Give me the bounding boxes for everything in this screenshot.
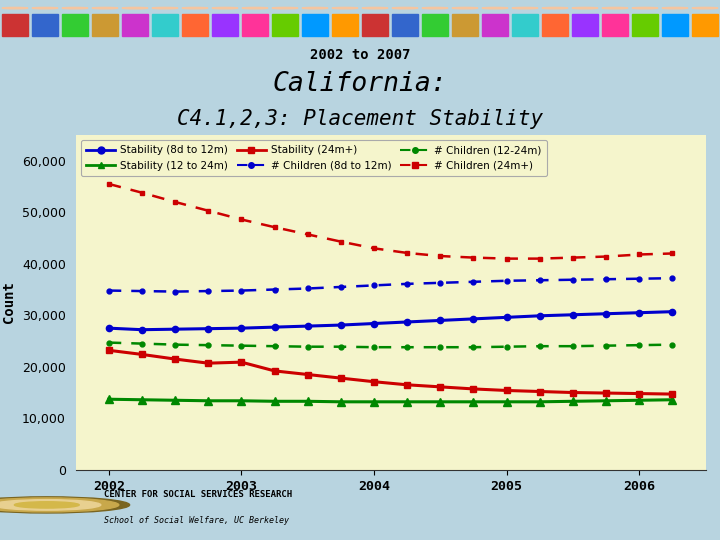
Circle shape	[0, 497, 130, 513]
Circle shape	[692, 8, 718, 9]
Text: CENTER FOR SOCIAL SERVICES RESEARCH: CENTER FOR SOCIAL SERVICES RESEARCH	[104, 490, 292, 499]
Circle shape	[152, 8, 178, 9]
Text: C4.1,2,3: Placement Stability: C4.1,2,3: Placement Stability	[177, 109, 543, 129]
Circle shape	[0, 500, 101, 510]
Bar	[422, 14, 448, 36]
Bar	[662, 14, 688, 36]
Bar	[152, 14, 178, 36]
Circle shape	[14, 502, 79, 508]
Bar	[212, 14, 238, 36]
Text: 2002 to 2007: 2002 to 2007	[310, 48, 410, 62]
Bar	[452, 14, 478, 36]
Circle shape	[662, 8, 688, 9]
Circle shape	[302, 8, 328, 9]
Circle shape	[602, 8, 628, 9]
Bar	[242, 14, 268, 36]
Bar	[362, 14, 388, 36]
Circle shape	[572, 8, 598, 9]
Bar	[482, 14, 508, 36]
Bar	[92, 14, 118, 36]
Bar	[392, 14, 418, 36]
Circle shape	[452, 8, 478, 9]
Legend: Stability (8d to 12m), Stability (12 to 24m), Stability (24m+), # Children (8d t: Stability (8d to 12m), Stability (12 to …	[81, 140, 547, 176]
Bar	[512, 14, 538, 36]
Bar	[542, 14, 568, 36]
Circle shape	[2, 8, 28, 9]
Bar	[272, 14, 298, 36]
Circle shape	[332, 8, 358, 9]
Circle shape	[482, 8, 508, 9]
Bar	[632, 14, 658, 36]
Circle shape	[32, 8, 58, 9]
Text: California:: California:	[273, 71, 447, 97]
Bar	[332, 14, 358, 36]
Circle shape	[542, 8, 568, 9]
Circle shape	[0, 498, 119, 512]
Bar	[692, 14, 718, 36]
Circle shape	[212, 8, 238, 9]
Circle shape	[242, 8, 268, 9]
Text: School of Social Welfare, UC Berkeley: School of Social Welfare, UC Berkeley	[104, 516, 289, 525]
Bar	[182, 14, 208, 36]
Circle shape	[512, 8, 538, 9]
Bar	[602, 14, 628, 36]
Circle shape	[632, 8, 658, 9]
Bar	[302, 14, 328, 36]
Circle shape	[122, 8, 148, 9]
Bar	[62, 14, 88, 36]
Circle shape	[92, 8, 118, 9]
Circle shape	[62, 8, 88, 9]
Circle shape	[272, 8, 298, 9]
Circle shape	[182, 8, 208, 9]
Y-axis label: Count: Count	[2, 281, 17, 323]
Bar	[572, 14, 598, 36]
Circle shape	[392, 8, 418, 9]
Bar	[2, 14, 28, 36]
Circle shape	[422, 8, 448, 9]
Bar	[32, 14, 58, 36]
Circle shape	[362, 8, 388, 9]
Bar	[122, 14, 148, 36]
